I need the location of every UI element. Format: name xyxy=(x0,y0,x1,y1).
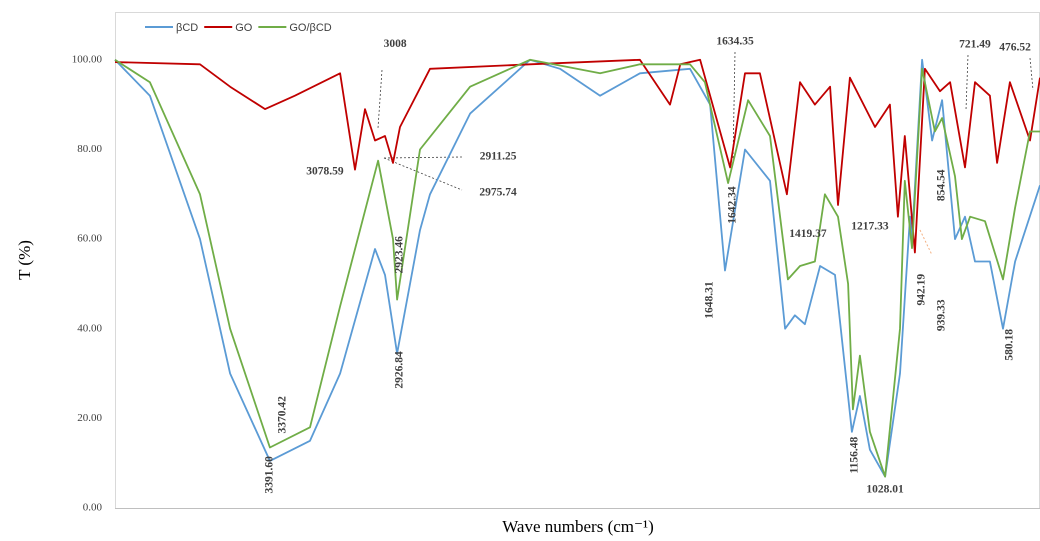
annotation: 1156.48 xyxy=(849,436,861,473)
legend-label: GO/βCD xyxy=(289,22,331,34)
annotation: 854.54 xyxy=(936,169,948,201)
annotation: 1642.34 xyxy=(727,186,739,224)
y-tick-label: 20.00 xyxy=(77,412,102,424)
series-line xyxy=(114,58,1040,478)
annotation: 580.18 xyxy=(1004,329,1016,361)
annotation: 2926.84 xyxy=(394,351,406,389)
series-line xyxy=(114,58,1040,254)
leader-lines xyxy=(377,51,1034,191)
annotation: 939.33 xyxy=(936,299,948,331)
y-tick-label: 40.00 xyxy=(77,322,102,334)
series-line xyxy=(114,58,1040,478)
y-tick-label: 0.00 xyxy=(83,502,103,514)
annotation: 721.49 xyxy=(959,39,991,51)
annotation: 476.52 xyxy=(999,41,1031,53)
annotation: 1634.35 xyxy=(716,36,754,48)
legend-label: GO xyxy=(235,22,253,34)
annotation: 3370.42 xyxy=(277,396,289,434)
annotation: 1419.37 xyxy=(789,228,827,240)
plot-frame xyxy=(115,12,1040,509)
x-axis-label: Wave numbers (cm⁻¹) xyxy=(502,517,653,536)
annotation: 2911.25 xyxy=(480,151,517,163)
annotation: 942.19 xyxy=(916,274,928,306)
annotation: 3078.59 xyxy=(306,166,344,178)
annotation: 1648.31 xyxy=(704,281,716,319)
y-tick-label: 60.00 xyxy=(77,233,102,245)
y-tick-label: 80.00 xyxy=(77,143,102,155)
annotation: 3391.60 xyxy=(264,456,276,494)
annotation: 2975.74 xyxy=(479,187,517,199)
annotation: 1028.01 xyxy=(866,484,904,496)
leader-line xyxy=(919,229,933,256)
annotation: 2923.46 xyxy=(394,236,406,274)
y-tick-label: 100.00 xyxy=(72,53,103,65)
legend-label: βCD xyxy=(176,22,198,34)
annotation: 3008 xyxy=(384,38,407,50)
annotation: 1217.33 xyxy=(851,221,889,233)
y-axis-label: T (%) xyxy=(15,240,34,280)
